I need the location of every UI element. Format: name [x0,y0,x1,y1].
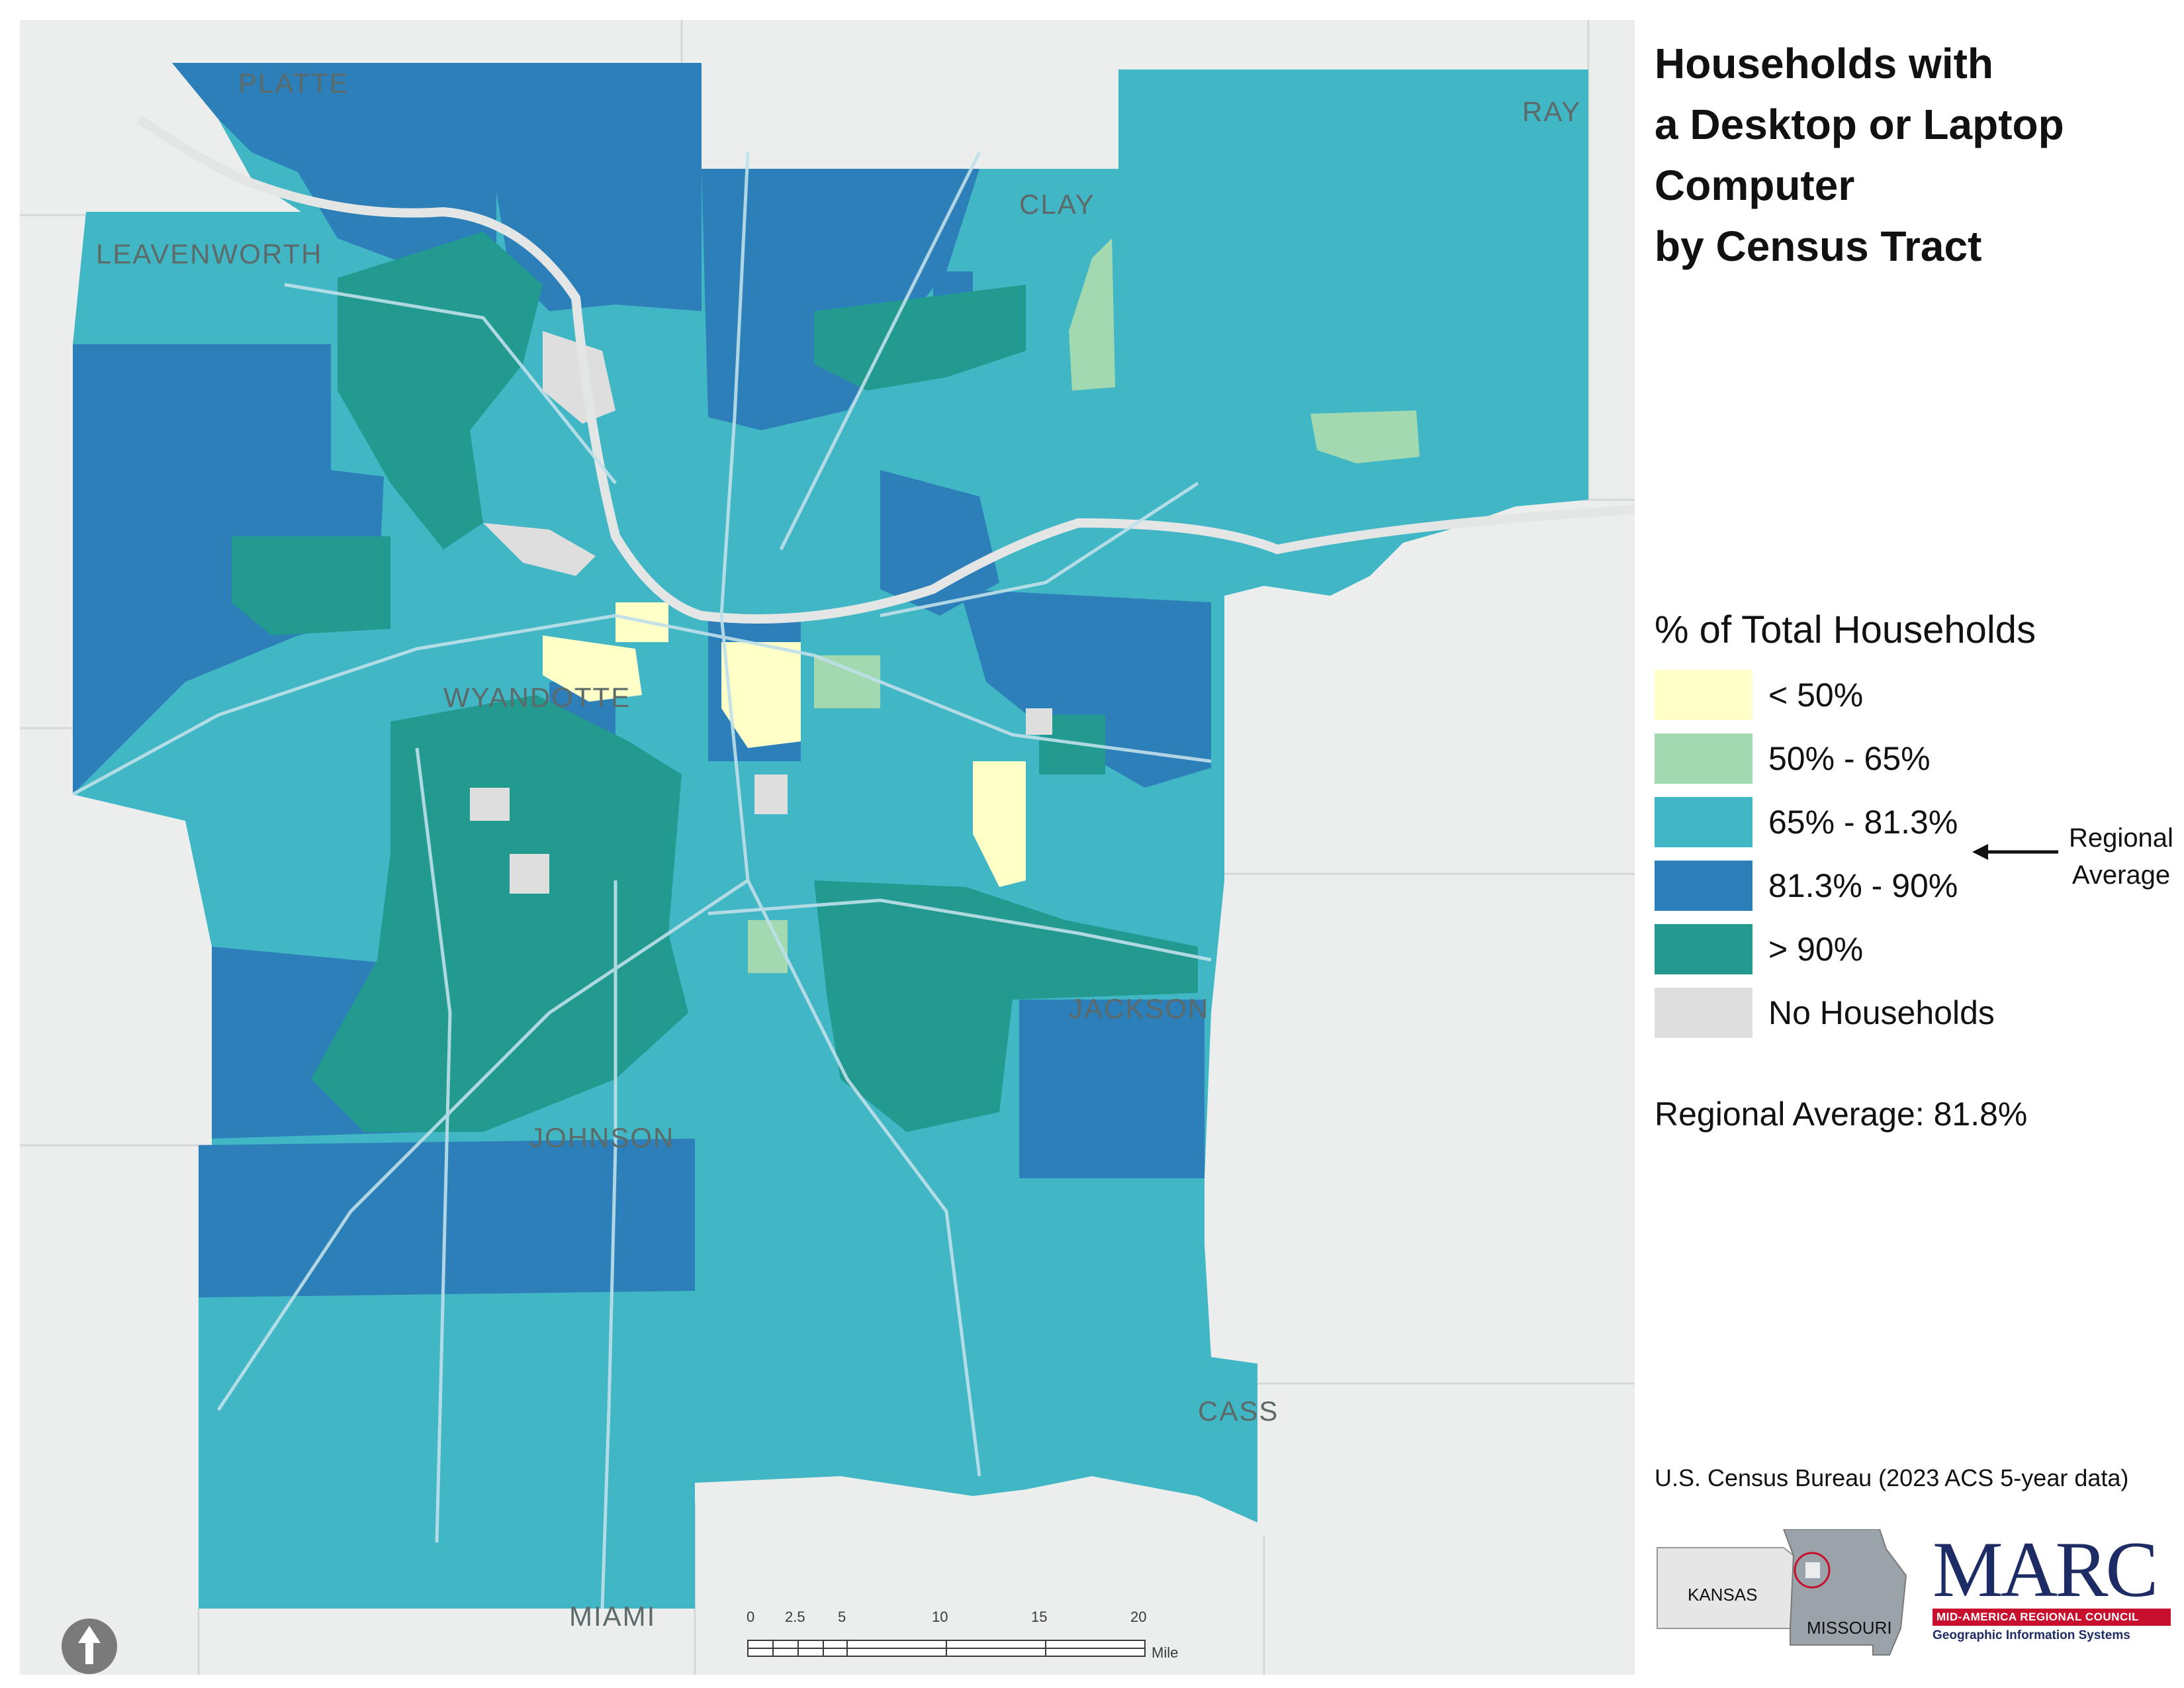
scale-bar: 0 2.5 5 10 15 20 Miles [747,1609,1178,1661]
map-title: Households with a Desktop or Laptop Comp… [1655,33,2158,277]
county-label-miami: MIAMI [569,1601,657,1632]
legend-label: 65% - 81.3% [1768,804,1958,841]
missouri-river [136,115,1635,624]
legend-label: > 90% [1768,931,1864,968]
legend-item-81-90: 81.3% - 90% [1655,859,1958,912]
legend-swatch [1655,988,1752,1038]
county-label-johnson: JOHNSON [529,1122,675,1153]
legend-title: % of Total Households [1655,608,2036,651]
legend-item-under-50: < 50% [1655,669,1863,722]
no-households-areas [470,331,1052,894]
legend-label: No Households [1768,994,1995,1031]
marc-logo-subtitle: Geographic Information Systems [1933,1628,2130,1642]
legend-label: 50% - 65% [1768,740,1931,777]
legend-label: 81.3% - 90% [1768,867,1958,904]
county-label-cass: CASS [1198,1395,1279,1427]
marc-logo-band: MID-AMERICA REGIONAL COUNCIL [1933,1609,2171,1626]
locator-label-kansas: KANSAS [1688,1585,1758,1605]
legend-item-50-65: 50% - 65% [1655,732,1931,785]
legend-item-over-90: > 90% [1655,923,1863,976]
county-label-clay: CLAY [1019,189,1095,220]
marc-logo: MARC MID-AMERICA REGIONAL COUNCIL Geogra… [1933,1525,2171,1643]
regional-average-annotation: Regional Average [2069,823,2173,890]
county-label-platte: PLATTE [238,68,349,99]
marc-logo-wordmark: MARC [1933,1525,2158,1613]
data-source: U.S. Census Bureau (2023 ACS 5-year data… [1655,1464,2129,1491]
legend-swatch [1655,797,1752,847]
legend-swatch [1655,733,1752,784]
county-label-leavenworth: LEAVENWORTH [96,238,323,269]
scale-unit: Miles [1152,1644,1178,1661]
legend-swatch [1655,924,1752,974]
regional-average-value: Regional Average: 81.8% [1655,1096,2028,1133]
title-line: a Desktop or Laptop [1655,101,2064,148]
county-label-jackson: JACKSON [1069,993,1210,1024]
scale-tick-label: 2.5 [785,1609,805,1625]
county-label-wyandotte: WYANDOTTE [443,682,631,713]
map-frame[interactable]: PLATTE RAY CLAY LEAVENWORTH WYANDOTTE JA… [20,20,1635,1675]
tracts-50-65 [748,238,1420,973]
legend-swatch [1655,670,1752,720]
locator-map: KANSAS MISSOURI [1657,1529,1907,1656]
title-line: Computer [1655,162,1855,209]
title-line: Households with [1655,40,1993,87]
title-line: by Census Tract [1655,222,1982,270]
scale-tick-label: 5 [838,1609,846,1625]
county-label-ray: RAY [1522,96,1582,127]
tracts-under-50 [543,602,1026,887]
arrow-left-icon [1972,844,2058,860]
legend-item-no-households: No Households [1655,986,1995,1039]
legend-swatch [1655,861,1752,911]
scale-tick-label: 20 [1130,1609,1146,1625]
legend-label: < 50% [1768,677,1864,714]
locator-label-missouri: MISSOURI [1807,1618,1892,1638]
highways [71,151,1212,1609]
region-marker [1794,1552,1831,1589]
legend-item-65-81: 65% - 81.3% [1655,796,1958,849]
missouri-shape [1782,1529,1907,1656]
scale-tick-label: 0 [747,1609,754,1625]
tracts-over-90 [232,232,1198,1132]
map-canvas [20,20,1635,1675]
scale-tick-label: 10 [932,1609,948,1625]
north-arrow-icon [62,1618,117,1674]
scale-tick-label: 15 [1031,1609,1047,1625]
